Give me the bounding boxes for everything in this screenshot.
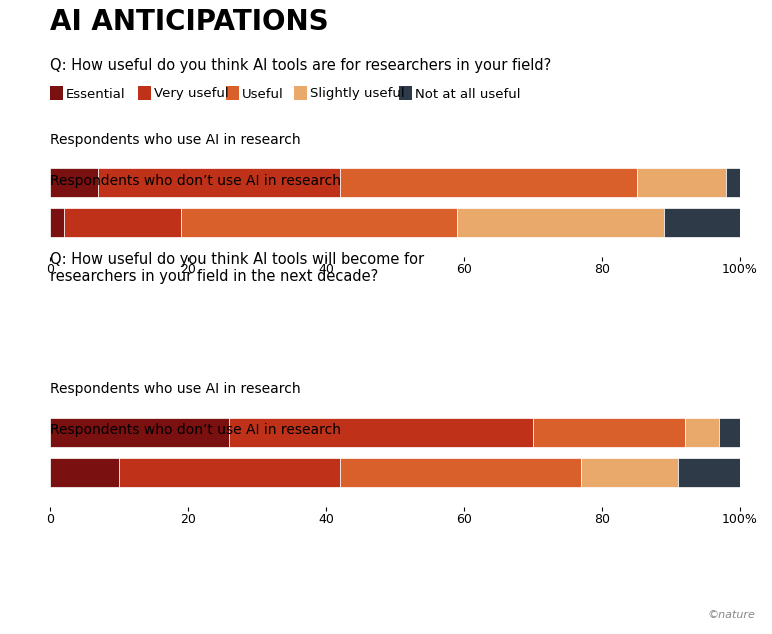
Text: Respondents who don’t use AI in research: Respondents who don’t use AI in research xyxy=(50,174,341,188)
Bar xyxy=(64,207,181,237)
Bar xyxy=(340,458,581,488)
Text: Respondents who use AI in research: Respondents who use AI in research xyxy=(50,133,300,147)
Text: AI ANTICIPATIONS: AI ANTICIPATIONS xyxy=(50,8,329,36)
Bar xyxy=(664,207,740,237)
Bar xyxy=(636,167,726,197)
Bar xyxy=(50,458,119,488)
Bar xyxy=(581,458,678,488)
Text: Respondents who use AI in research: Respondents who use AI in research xyxy=(50,382,300,396)
Text: Respondents who don’t use AI in research: Respondents who don’t use AI in research xyxy=(50,423,341,437)
Text: Useful: Useful xyxy=(242,87,284,101)
Bar xyxy=(50,207,64,237)
Bar xyxy=(685,418,720,448)
Bar xyxy=(457,207,664,237)
Text: Slightly useful: Slightly useful xyxy=(310,87,405,101)
Bar xyxy=(726,167,740,197)
Bar xyxy=(678,458,740,488)
Text: Q: How useful do you think AI tools are for researchers in your field?: Q: How useful do you think AI tools are … xyxy=(50,58,551,73)
Bar xyxy=(533,418,685,448)
Text: Essential: Essential xyxy=(66,87,126,101)
Text: Not at all useful: Not at all useful xyxy=(415,87,520,101)
Bar xyxy=(229,418,533,448)
Text: ©nature: ©nature xyxy=(707,610,755,620)
Bar xyxy=(98,167,340,197)
Text: Q: How useful do you think AI tools will become for
researchers in your field in: Q: How useful do you think AI tools will… xyxy=(50,252,424,285)
Text: Very useful: Very useful xyxy=(154,87,229,101)
Bar xyxy=(340,167,636,197)
Bar xyxy=(50,167,98,197)
Bar xyxy=(720,418,740,448)
Bar xyxy=(50,418,229,448)
Bar xyxy=(181,207,457,237)
Bar xyxy=(119,458,340,488)
